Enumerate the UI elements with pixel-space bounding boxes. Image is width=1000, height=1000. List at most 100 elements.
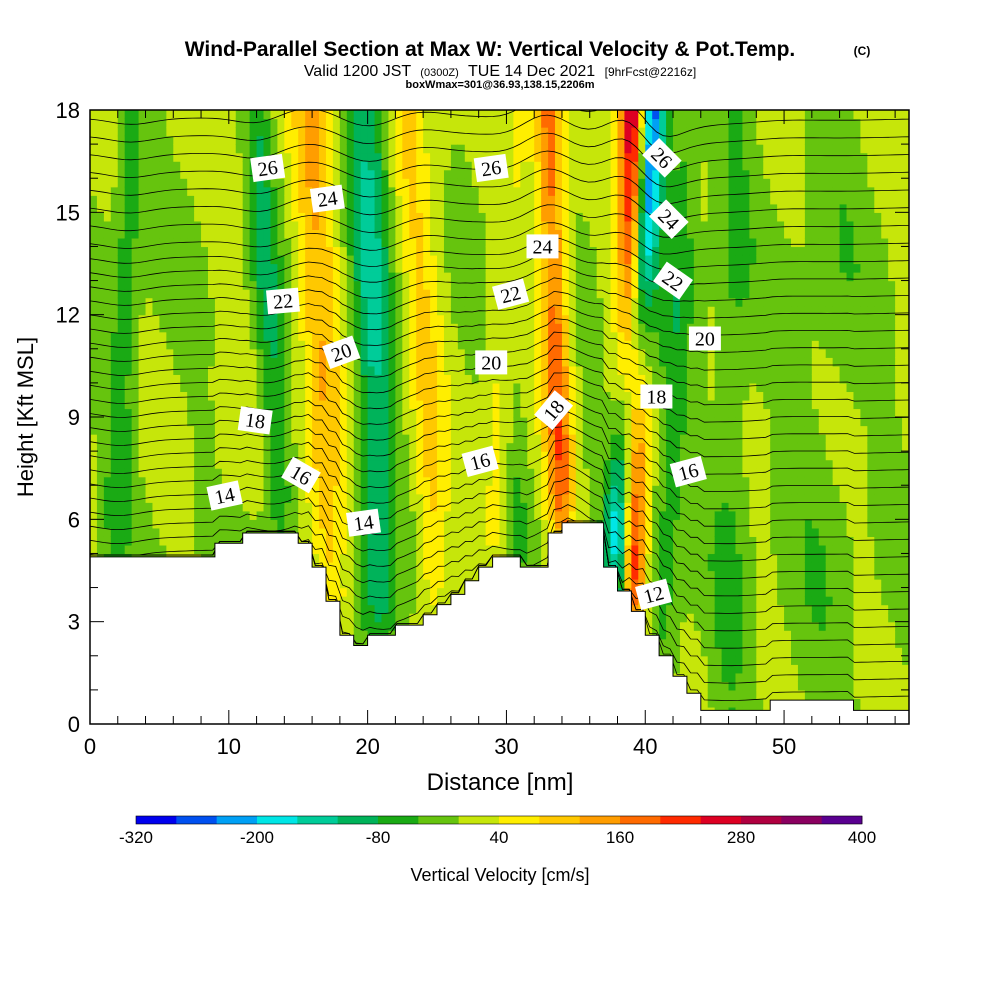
velocity-cell: [117, 127, 126, 137]
velocity-cell: [437, 468, 445, 478]
velocity-cell: [416, 348, 424, 358]
velocity-cell: [187, 451, 195, 461]
velocity-cell: [201, 178, 209, 188]
velocity-cell: [520, 561, 528, 572]
velocity-cell: [110, 357, 119, 367]
velocity-cell: [409, 212, 417, 222]
velocity-cell: [291, 408, 299, 418]
velocity-cell: [201, 118, 209, 128]
velocity-cell: [256, 178, 265, 188]
velocity-cell: [464, 365, 473, 375]
velocity-cell: [187, 323, 195, 333]
velocity-cell: [437, 127, 445, 137]
velocity-cell: [360, 212, 369, 222]
velocity-cell: [138, 203, 147, 213]
velocity-cell: [555, 246, 563, 256]
velocity-cell: [117, 229, 126, 239]
velocity-cell: [235, 195, 244, 205]
velocity-cell: [201, 254, 209, 265]
velocity-cell: [117, 254, 126, 265]
velocity-cell: [527, 519, 535, 529]
velocity-cell: [319, 254, 327, 265]
velocity-cell: [402, 587, 410, 597]
velocity-cell: [506, 434, 514, 444]
velocity-cell: [173, 340, 181, 350]
velocity-cell: [319, 553, 327, 563]
velocity-cell: [520, 246, 528, 256]
velocity-cell: [138, 374, 147, 384]
velocity-cell: [305, 357, 313, 367]
velocity-cell: [499, 220, 508, 230]
velocity-cell: [96, 152, 105, 162]
velocity-cell: [103, 408, 112, 418]
velocity-cell: [325, 561, 334, 572]
velocity-cell: [402, 408, 410, 418]
velocity-cell: [103, 178, 112, 188]
velocity-cell: [277, 272, 285, 282]
velocity-cell: [423, 536, 431, 546]
velocity-cell: [145, 340, 154, 350]
velocity-cell: [152, 442, 161, 452]
velocity-cell: [277, 195, 285, 205]
velocity-cell: [214, 408, 223, 418]
velocity-cell: [221, 331, 230, 341]
velocity-cell: [485, 110, 494, 120]
velocity-cell: [416, 544, 424, 555]
velocity-cell: [457, 186, 466, 196]
velocity-cell: [416, 254, 424, 265]
velocity-cell: [513, 220, 521, 230]
velocity-cell: [319, 229, 327, 239]
velocity-cell: [561, 127, 570, 137]
velocity-cell: [207, 442, 216, 452]
velocity-cell: [325, 493, 334, 503]
velocity-cell: [485, 229, 494, 239]
velocity-cell: [353, 408, 362, 418]
velocity-cell: [166, 502, 174, 512]
velocity-cell: [430, 348, 438, 358]
velocity-cell: [527, 510, 535, 520]
velocity-cell: [381, 178, 390, 188]
velocity-cell: [138, 152, 147, 162]
velocity-cell: [96, 289, 105, 299]
velocity-cell: [145, 417, 154, 427]
velocity-cell: [131, 229, 140, 239]
velocity-cell: [145, 152, 154, 162]
velocity-cell: [187, 203, 195, 213]
velocity-cell: [291, 195, 299, 205]
velocity-cell: [402, 212, 410, 222]
velocity-cell: [346, 476, 355, 486]
velocity-cell: [485, 178, 494, 188]
velocity-cell: [416, 110, 424, 120]
velocity-cell: [381, 425, 390, 435]
velocity-cell: [541, 203, 549, 213]
velocity-cell: [520, 169, 528, 179]
velocity-cell: [409, 570, 417, 580]
velocity-cell: [319, 297, 327, 307]
velocity-cell: [277, 374, 285, 384]
velocity-cell: [527, 374, 535, 384]
velocity-cell: [513, 485, 521, 495]
velocity-cell: [332, 365, 341, 375]
velocity-cell: [374, 382, 383, 393]
velocity-cell: [339, 280, 348, 290]
velocity-cell: [187, 527, 195, 537]
velocity-cell: [430, 485, 438, 495]
velocity-cell: [548, 186, 556, 196]
velocity-cell: [214, 254, 223, 265]
velocity-cell: [402, 348, 410, 358]
velocity-cell: [402, 306, 410, 316]
velocity-cell: [492, 374, 501, 384]
velocity-cell: [457, 502, 466, 512]
velocity-cell: [478, 272, 487, 282]
velocity-cell: [416, 587, 424, 597]
velocity-cell: [214, 306, 223, 316]
velocity-cell: [263, 144, 272, 154]
velocity-cell: [423, 510, 431, 520]
velocity-cell: [298, 382, 306, 393]
velocity-cell: [312, 561, 320, 572]
velocity-cell: [353, 502, 362, 512]
velocity-cell: [284, 527, 292, 537]
velocity-cell: [187, 289, 195, 299]
velocity-cell: [388, 502, 396, 512]
